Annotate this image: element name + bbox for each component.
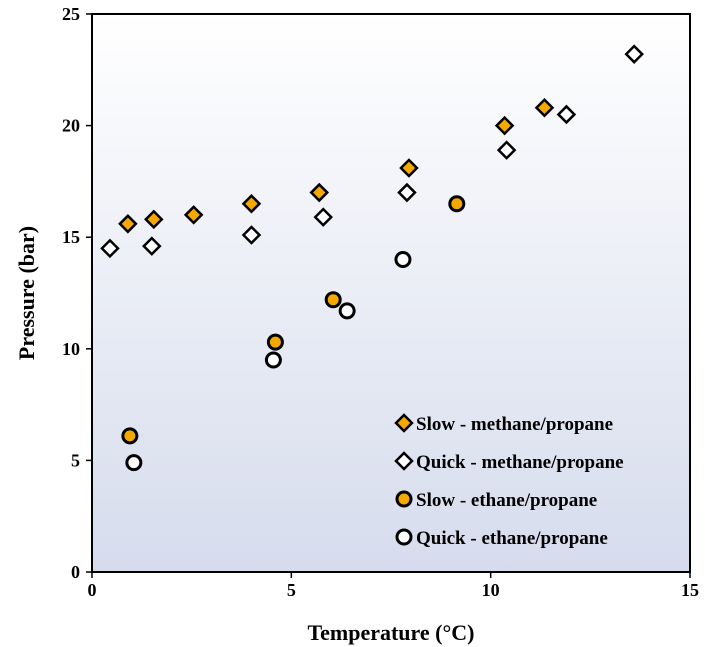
data-point [144, 209, 164, 230]
data-point [494, 115, 515, 136]
series-group [100, 44, 644, 259]
data-point [399, 158, 419, 178]
legend-marker [395, 490, 413, 508]
data-point [125, 454, 143, 472]
series-group [125, 251, 412, 472]
data-point [241, 225, 262, 245]
legend: Slow - methane/propane Quick - methane/pr… [394, 413, 624, 549]
y-tick-label: 5 [71, 450, 80, 470]
data-point [183, 205, 204, 225]
data-point [266, 333, 284, 351]
legend-label: Quick - methane/propane [416, 452, 624, 473]
y-tick-label: 20 [62, 116, 80, 136]
y-axis-title: Pressure (bar) [14, 226, 39, 360]
data-point [394, 251, 412, 269]
data-point [142, 236, 162, 256]
y-tick-label: 0 [71, 562, 80, 582]
x-tick-label: 10 [482, 580, 500, 600]
legend-marker [394, 451, 414, 471]
x-tick-label: 0 [88, 580, 97, 600]
data-point [448, 195, 466, 213]
tick-labels: 0 5 10 15 0 5 10 15 20 25 [62, 4, 699, 600]
y-tick-label: 25 [62, 4, 80, 24]
data-point [100, 238, 120, 259]
legend-label: Slow - ethane/propane [416, 490, 597, 511]
y-tick-label: 15 [62, 227, 80, 247]
legend-label: Slow - methane/propane [416, 414, 613, 435]
x-tick-label: 5 [287, 580, 296, 600]
data-point [264, 351, 282, 369]
data-point [624, 44, 644, 64]
plot-area [91, 13, 691, 573]
data-point [241, 193, 262, 214]
series-group [121, 195, 466, 445]
data-point [121, 427, 139, 445]
data-point [309, 182, 330, 203]
legend-marker [394, 413, 414, 433]
data-point [324, 291, 342, 309]
legend-marker [395, 528, 413, 546]
data-point [496, 140, 517, 160]
axis-ticks [86, 13, 691, 578]
data-point [338, 302, 356, 320]
data-point [118, 214, 138, 234]
legend-label: Quick - ethane/propane [416, 528, 608, 549]
series-group [118, 97, 555, 234]
data-point [534, 97, 555, 118]
data-point [397, 182, 417, 203]
x-axis-title: Temperature (°C) [307, 620, 474, 645]
data-point [556, 104, 577, 125]
data-point [313, 207, 333, 227]
y-tick-label: 10 [62, 339, 80, 359]
data-points [100, 44, 644, 472]
x-tick-label: 15 [681, 580, 699, 600]
